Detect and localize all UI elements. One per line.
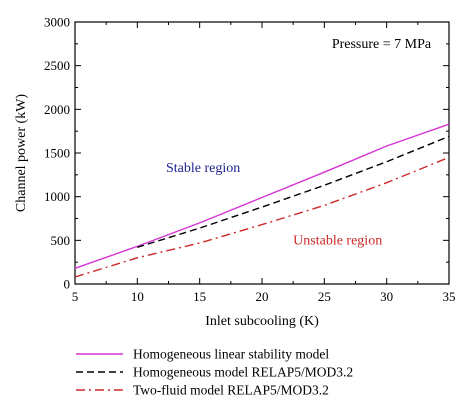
y-tick-label: 0 — [64, 277, 71, 292]
x-tick-label: 5 — [72, 289, 79, 304]
series-point-2 — [199, 227, 201, 229]
series-line-3 — [74, 156, 450, 278]
annotation: Pressure = 7 MPa — [332, 37, 432, 52]
series-point-3 — [199, 242, 201, 244]
plot-frame — [74, 21, 450, 285]
legend-label-1: Homogeneous linear stability model — [133, 347, 329, 362]
x-tick-label: 35 — [443, 289, 456, 304]
series-point-2 — [137, 247, 139, 249]
series-point-1 — [324, 171, 326, 173]
legend: Homogeneous linear stability model Homoge… — [76, 347, 353, 398]
x-tick-label: 15 — [193, 289, 206, 304]
series-point-2 — [386, 161, 388, 163]
y-tick-label: 1500 — [44, 146, 70, 161]
series-line-1 — [74, 123, 450, 269]
x-tick-label: 20 — [256, 289, 269, 304]
y-tick-label: 1000 — [44, 189, 70, 204]
y-tick-label: 2000 — [44, 102, 70, 117]
series-point-3 — [324, 205, 326, 207]
x-tick-label: 25 — [318, 289, 331, 304]
y-tick-label: 3000 — [44, 15, 70, 30]
plot-layer: 5 10 15 20 25 30 35 0 500 1000 1500 2000 2500 3000 Pre… — [44, 15, 456, 305]
x-tick-label: 10 — [131, 289, 144, 304]
series-line-2 — [137, 135, 450, 248]
legend-label-3: Two-fluid model RELAP5/MOD3.2 — [133, 383, 329, 398]
legend-label-2: Homogeneous model RELAP5/MOD3.2 — [133, 365, 353, 380]
series-point-1 — [448, 123, 450, 125]
series-point-2 — [448, 136, 450, 138]
series-point-1 — [199, 222, 201, 224]
y-axis-label: Channel power (kW) — [14, 94, 29, 213]
series-point-2 — [324, 185, 326, 187]
annotation: Stable region — [166, 161, 240, 176]
series-point-1 — [261, 197, 263, 199]
series-point-2 — [261, 206, 263, 208]
series-point-3 — [74, 276, 76, 278]
series-point-1 — [74, 267, 76, 269]
y-tick-label: 2500 — [44, 58, 70, 73]
series-point-3 — [261, 224, 263, 226]
x-tick-label: 30 — [380, 289, 393, 304]
series-point-3 — [448, 157, 450, 159]
x-axis-label: Inlet subcooling (K) — [205, 314, 319, 329]
y-tick-label: 500 — [51, 233, 71, 248]
series-point-3 — [137, 257, 139, 259]
series-point-1 — [386, 145, 388, 147]
annotation: Unstable region — [293, 234, 382, 249]
series-point-3 — [386, 182, 388, 184]
